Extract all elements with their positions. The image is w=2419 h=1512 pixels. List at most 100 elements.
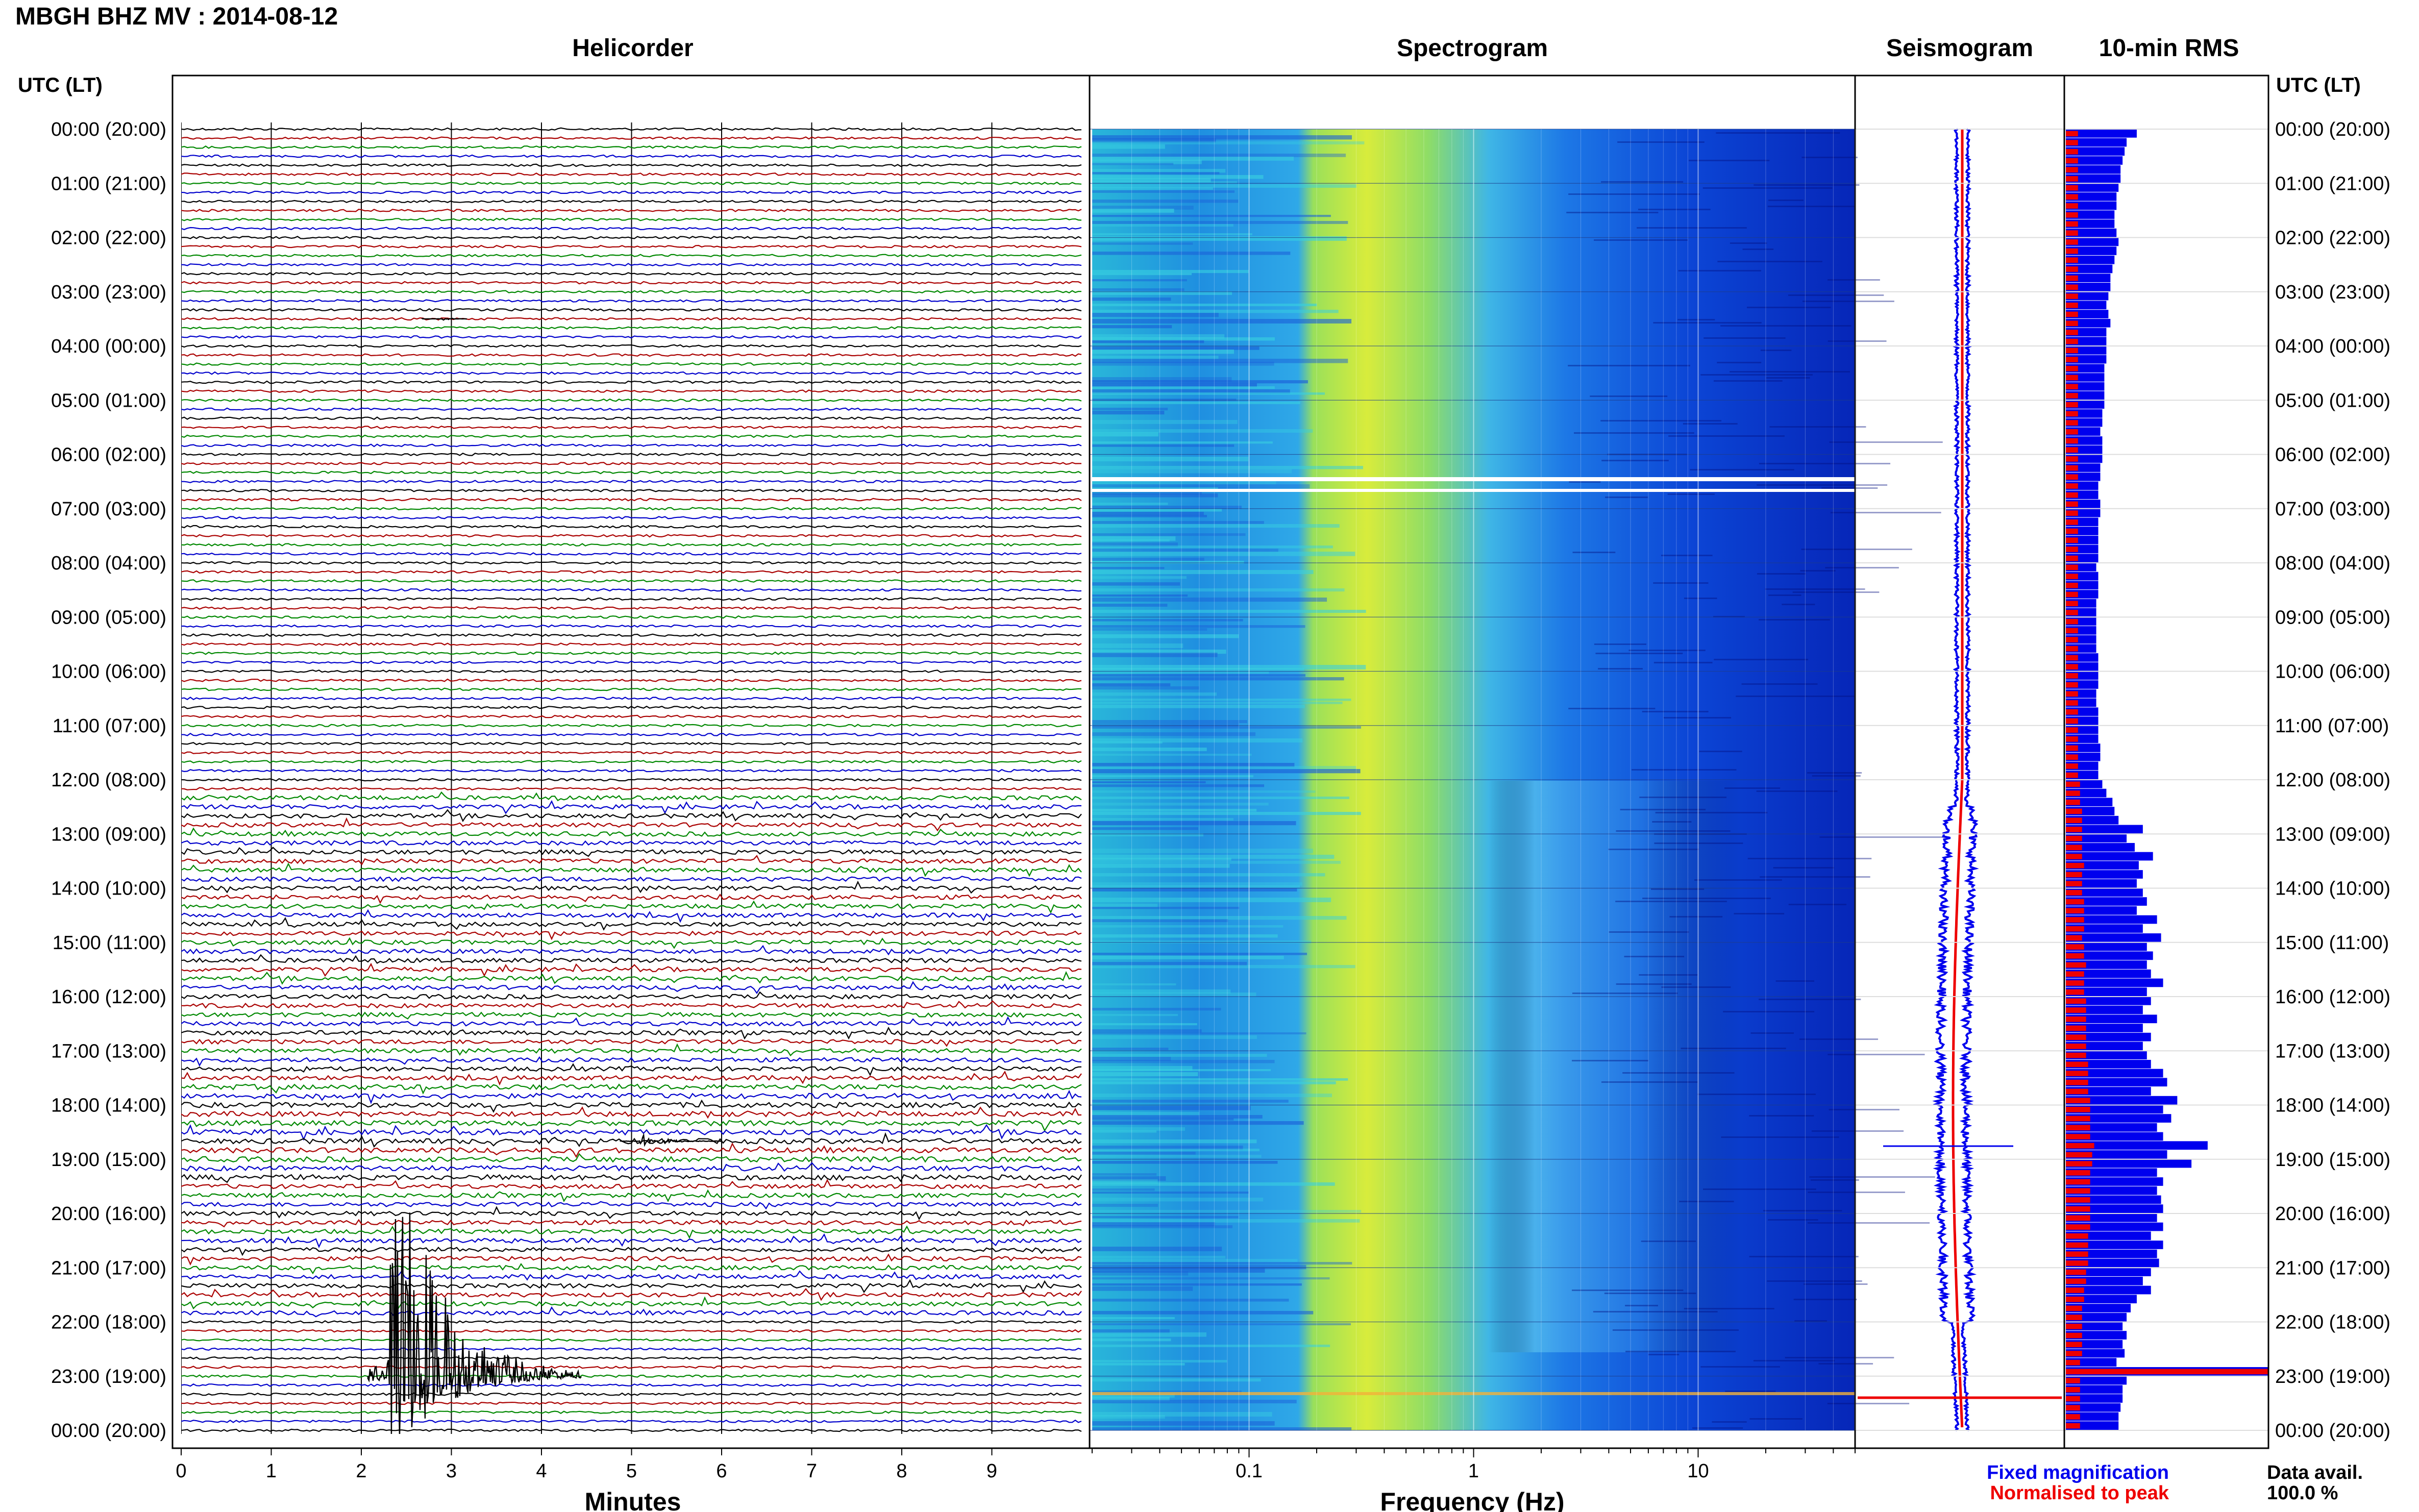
- time-label-right: 15:00 (11:00): [2275, 932, 2389, 954]
- rms-bar-fixed: [2066, 1204, 2163, 1213]
- rms-bar-normalised: [2066, 574, 2078, 579]
- time-label-right: 02:00 (22:00): [2275, 228, 2390, 249]
- helicorder-trace: [181, 817, 1082, 832]
- helicorder-trace: [181, 741, 1082, 746]
- helicorder-trace: [181, 136, 1082, 140]
- helicorder-trace: [181, 1106, 1082, 1119]
- helicorder-trace: [181, 1428, 1082, 1432]
- rms-bar-normalised: [2066, 610, 2078, 615]
- rms-bar-normalised: [2066, 1161, 2092, 1167]
- rms-bar-fixed: [2066, 1114, 2171, 1123]
- rms-bar-normalised: [2066, 1007, 2086, 1013]
- helicorder-trace: [181, 127, 1081, 131]
- rms-bar-normalised: [2066, 167, 2078, 172]
- time-label-left: 16:00 (12:00): [51, 986, 166, 1008]
- helicorder-trace: [181, 1089, 1082, 1104]
- rms-bar-normalised: [2066, 365, 2078, 371]
- helicorder-trace: [181, 687, 1082, 691]
- rms-bar-fixed: [2066, 1268, 2151, 1276]
- time-label-right: 16:00 (12:00): [2275, 986, 2390, 1008]
- rms-bar-normalised: [2066, 772, 2078, 778]
- time-label-left: 00:00 (20:00): [51, 119, 166, 140]
- rms-bar-normalised: [2066, 618, 2078, 625]
- rms-bar-normalised: [2066, 483, 2078, 489]
- rms-bar-normalised: [2066, 718, 2078, 724]
- rms-bar-fixed: [2066, 228, 2117, 237]
- helicorder-trace: [181, 1329, 1082, 1333]
- rms-bar-fixed: [2066, 978, 2163, 987]
- rms-bar-fixed: [2066, 888, 2143, 897]
- rms-bar-fixed: [2066, 1241, 2163, 1249]
- rms-bar-normalised: [2066, 926, 2084, 932]
- time-label-left: 01:00 (21:00): [51, 173, 166, 194]
- rms-bar-fixed: [2066, 129, 2137, 138]
- helicorder-trace: [181, 561, 1081, 565]
- helicorder-trace: [181, 371, 1082, 375]
- rms-bar-fixed: [2066, 165, 2121, 174]
- rms-bar-normalised: [2066, 691, 2078, 697]
- helicorder-trace: [181, 244, 1082, 249]
- rms-bar-normalised: [2066, 1125, 2090, 1131]
- helicorder-trace: [181, 407, 1082, 411]
- rms-bar-fixed: [2066, 951, 2153, 960]
- rms-bar-normalised: [2066, 555, 2078, 561]
- rms-bar-normalised: [2066, 582, 2078, 588]
- time-label-left: 17:00 (13:00): [51, 1040, 166, 1062]
- rms-bar-fixed: [2066, 1159, 2192, 1168]
- rms-bar-fixed: [2066, 987, 2147, 996]
- rms-bar-normalised: [2066, 131, 2078, 137]
- helicorder-trace: [181, 909, 1082, 923]
- helicorder-trace: [181, 1253, 1082, 1266]
- time-label-left: 09:00 (05:00): [51, 607, 166, 628]
- rms-bar-normalised: [2066, 808, 2082, 814]
- time-label-right: 04:00 (00:00): [2275, 336, 2390, 357]
- rms-bar-normalised: [2066, 1215, 2090, 1221]
- helicorder-trace: [181, 480, 1082, 484]
- helicorder-trace: [181, 552, 1082, 556]
- helicorder-trace: [181, 732, 1082, 736]
- helicorder-trace: [181, 362, 1082, 366]
- rms-bar-normalised: [2066, 845, 2082, 851]
- rms-bar-normalised: [2066, 420, 2078, 426]
- helicorder-trace: [181, 917, 1082, 931]
- rms-bar-normalised: [2066, 682, 2078, 688]
- time-label-right: 00:00 (20:00): [2275, 1420, 2390, 1442]
- time-label-right: 07:00 (03:00): [2275, 499, 2390, 520]
- rms-bar-normalised: [2066, 1324, 2082, 1329]
- rms-bar-normalised: [2066, 393, 2078, 399]
- helicorder-trace: [181, 281, 1082, 285]
- helicorder-trace: [181, 1419, 1082, 1423]
- helicorder-trace: [181, 516, 1082, 519]
- rms-bar-normalised: [2066, 1260, 2088, 1266]
- rms-bar-normalised: [2066, 1152, 2092, 1158]
- time-label-left: 04:00 (00:00): [51, 336, 166, 357]
- helicorder-title: Helicorder: [572, 35, 693, 62]
- rms-bar-normalised: [2066, 1414, 2080, 1420]
- plot-title: MBGH BHZ MV : 2014-08-12: [15, 3, 338, 30]
- helicorder-trace: [181, 434, 1082, 438]
- rms-bar-fixed: [2066, 915, 2157, 924]
- rms-bar-normalised: [2066, 140, 2078, 145]
- helicorder-trace: [181, 1043, 1082, 1057]
- rms-bar-normalised: [2066, 736, 2078, 742]
- helicorder-trace: [181, 1153, 1082, 1163]
- helicorder-x-tick: 0: [176, 1460, 186, 1482]
- helicorder-trace: [181, 827, 1082, 837]
- helicorder-trace: [181, 1174, 1082, 1183]
- helicorder-trace: [181, 1320, 1082, 1324]
- rms-bar-normalised: [2066, 1405, 2080, 1411]
- rms-bar-normalised: [2066, 1315, 2082, 1320]
- rms-bar-normalised: [2066, 628, 2078, 634]
- rms-bar-normalised: [2066, 194, 2078, 200]
- helicorder-trace: [181, 876, 1082, 882]
- rms-bar-normalised: [2066, 176, 2078, 182]
- rms-bar-normalised: [2066, 1278, 2086, 1284]
- helicorder-trace: [181, 443, 1082, 448]
- rms-bar-fixed: [2066, 1132, 2163, 1141]
- helicorder-trace: [181, 800, 1082, 814]
- helicorder-trace: [181, 271, 1082, 276]
- rms-bar-normalised: [2066, 1034, 2086, 1040]
- rms-bar-normalised: [2066, 284, 2078, 290]
- helicorder-trace: [181, 1179, 1082, 1189]
